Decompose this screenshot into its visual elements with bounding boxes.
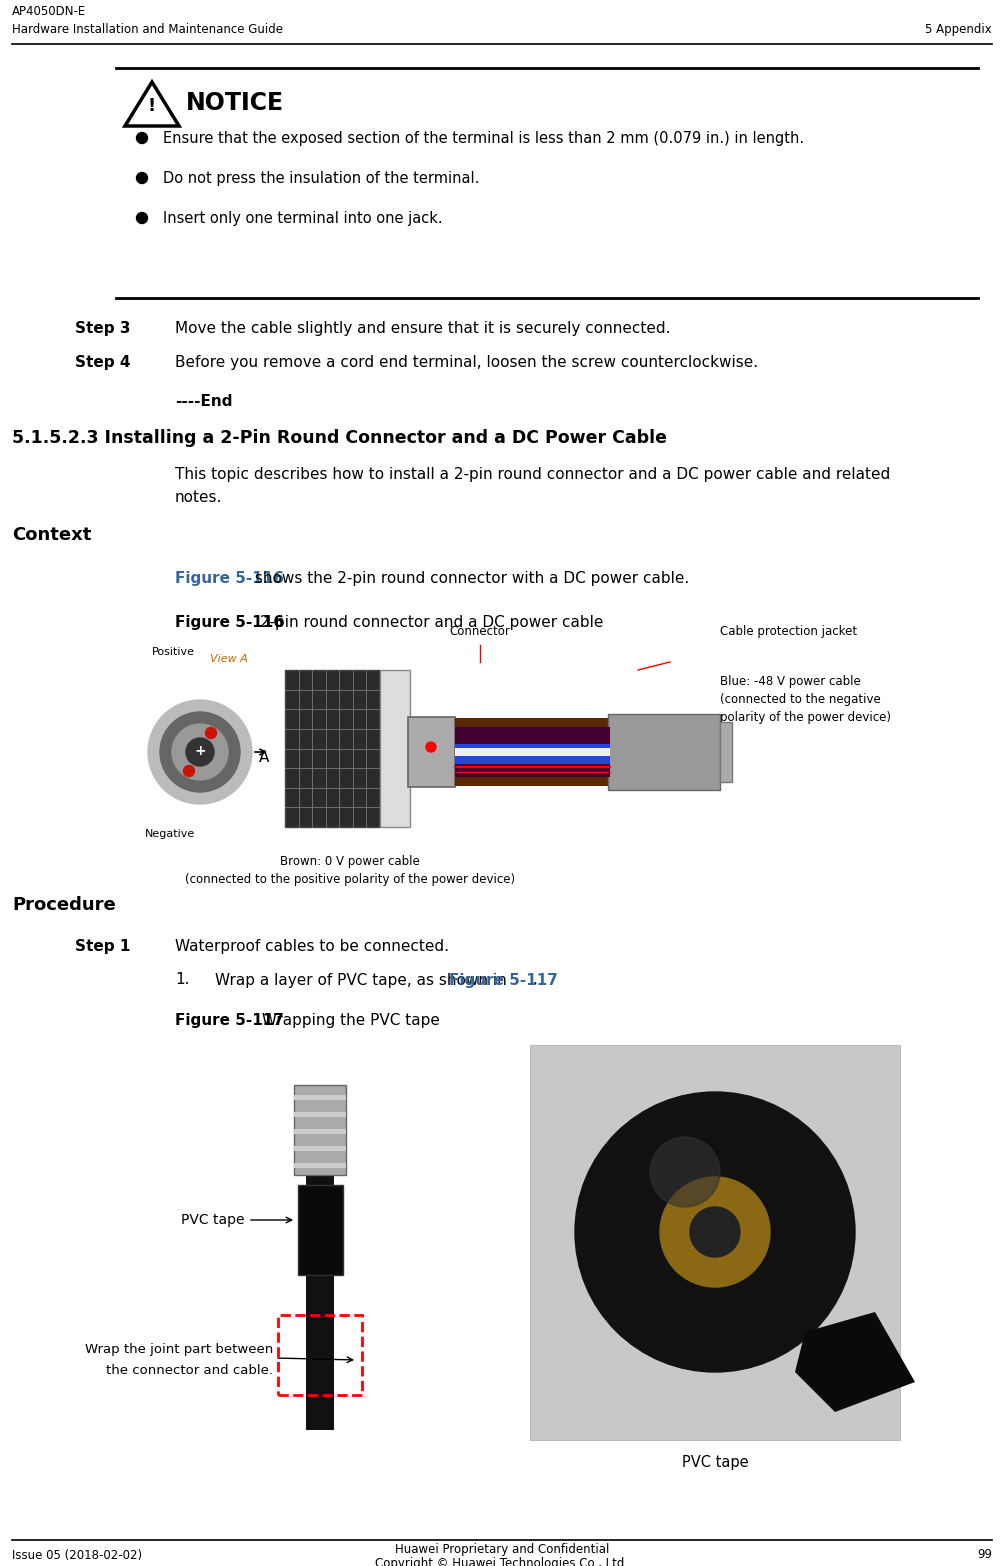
Circle shape — [659, 1178, 769, 1287]
Text: Negative: Negative — [144, 828, 195, 839]
Text: Do not press the insulation of the terminal.: Do not press the insulation of the termi… — [162, 171, 478, 185]
Text: Connector: Connector — [449, 625, 510, 637]
Text: View A: View A — [210, 655, 248, 664]
Text: shows the 2-pin round connector with a DC power cable.: shows the 2-pin round connector with a D… — [250, 570, 689, 586]
Bar — [454, 717, 610, 786]
Bar — [294, 1085, 346, 1174]
Text: Wrapping the PVC tape: Wrapping the PVC tape — [257, 1013, 439, 1027]
Text: Figure 5-116: Figure 5-116 — [175, 570, 284, 586]
Bar — [294, 1112, 346, 1117]
Text: PVC tape: PVC tape — [681, 1455, 747, 1469]
Text: Huawei Proprietary and Confidential: Huawei Proprietary and Confidential — [394, 1543, 609, 1555]
Text: Wrap a layer of PVC tape, as shown in: Wrap a layer of PVC tape, as shown in — [215, 972, 512, 988]
Text: Copyright © Huawei Technologies Co., Ltd.: Copyright © Huawei Technologies Co., Ltd… — [375, 1557, 628, 1566]
Bar — [285, 670, 379, 827]
Text: Issue 05 (2018-02-02): Issue 05 (2018-02-02) — [12, 1549, 142, 1561]
Polygon shape — [794, 1312, 914, 1413]
Text: This topic describes how to install a 2-pin round connector and a DC power cable: This topic describes how to install a 2-… — [175, 468, 890, 482]
Text: 99: 99 — [976, 1549, 991, 1561]
Circle shape — [425, 742, 435, 752]
Bar — [298, 1185, 343, 1275]
Circle shape — [136, 213, 147, 224]
Text: Waterproof cables to be connected.: Waterproof cables to be connected. — [175, 938, 448, 954]
Circle shape — [147, 700, 252, 803]
Circle shape — [206, 728, 217, 739]
Polygon shape — [125, 81, 179, 125]
Circle shape — [136, 172, 147, 183]
Circle shape — [649, 1137, 719, 1207]
Text: NOTICE: NOTICE — [186, 91, 284, 116]
Text: +: + — [194, 744, 206, 758]
Bar — [454, 744, 610, 764]
Text: Insert only one terminal into one jack.: Insert only one terminal into one jack. — [162, 210, 442, 226]
Text: Move the cable slightly and ensure that it is securely connected.: Move the cable slightly and ensure that … — [175, 321, 670, 335]
Text: 5.1.5.2.3 Installing a 2-Pin Round Connector and a DC Power Cable: 5.1.5.2.3 Installing a 2-Pin Round Conne… — [12, 429, 666, 446]
Bar — [530, 1045, 899, 1441]
Text: Positive: Positive — [151, 647, 195, 658]
Bar — [120, 1045, 479, 1460]
Circle shape — [186, 738, 214, 766]
Circle shape — [172, 723, 228, 780]
Text: (connected to the negative: (connected to the negative — [719, 694, 880, 706]
Bar — [407, 717, 454, 788]
Circle shape — [575, 1092, 855, 1372]
Circle shape — [184, 766, 195, 777]
Bar — [294, 1164, 346, 1168]
Bar — [454, 749, 610, 756]
Text: Procedure: Procedure — [12, 896, 115, 915]
Text: Context: Context — [12, 526, 91, 543]
Text: Step 1: Step 1 — [75, 938, 130, 954]
Text: A: A — [259, 750, 269, 766]
Bar — [294, 1129, 346, 1134]
Text: AP4050DN-E: AP4050DN-E — [12, 5, 86, 17]
Text: PVC tape: PVC tape — [182, 1214, 245, 1228]
Text: Ensure that the exposed section of the terminal is less than 2 mm (0.079 in.) in: Ensure that the exposed section of the t… — [162, 130, 803, 146]
Bar — [608, 714, 719, 789]
Text: Figure 5-116: Figure 5-116 — [175, 614, 284, 630]
Circle shape — [159, 713, 240, 792]
Bar — [294, 1146, 346, 1151]
Text: 1.: 1. — [175, 972, 190, 988]
Text: Cable protection jacket: Cable protection jacket — [719, 625, 857, 637]
Text: Hardware Installation and Maintenance Guide: Hardware Installation and Maintenance Gu… — [12, 23, 283, 36]
Text: the connector and cable.: the connector and cable. — [106, 1364, 273, 1377]
Text: (connected to the positive polarity of the power device): (connected to the positive polarity of t… — [185, 872, 515, 886]
Text: Wrap the joint part between: Wrap the joint part between — [84, 1344, 273, 1356]
Text: Blue: -48 V power cable: Blue: -48 V power cable — [719, 675, 860, 687]
Circle shape — [136, 133, 147, 144]
Text: Brown: 0 V power cable: Brown: 0 V power cable — [280, 855, 419, 868]
Bar — [454, 727, 610, 777]
Text: ----End: ----End — [175, 395, 233, 409]
Text: .: . — [533, 972, 537, 988]
Bar — [294, 1095, 346, 1099]
Text: !: ! — [147, 97, 155, 116]
Text: Figure 5-117: Figure 5-117 — [175, 1013, 284, 1027]
Circle shape — [689, 1207, 739, 1257]
Text: Step 3: Step 3 — [75, 321, 130, 335]
Text: 2-pin round connector and a DC power cable: 2-pin round connector and a DC power cab… — [255, 614, 603, 630]
Bar — [379, 670, 409, 827]
Text: Figure 5-117: Figure 5-117 — [448, 972, 557, 988]
Bar — [278, 1315, 362, 1395]
Text: notes.: notes. — [175, 490, 222, 504]
Text: polarity of the power device): polarity of the power device) — [719, 711, 890, 723]
Text: Before you remove a cord end terminal, loosen the screw counterclockwise.: Before you remove a cord end terminal, l… — [175, 355, 757, 371]
Text: Step 4: Step 4 — [75, 355, 130, 371]
Text: 5 Appendix: 5 Appendix — [925, 23, 991, 36]
Bar — [306, 1174, 334, 1430]
Bar — [719, 722, 731, 781]
